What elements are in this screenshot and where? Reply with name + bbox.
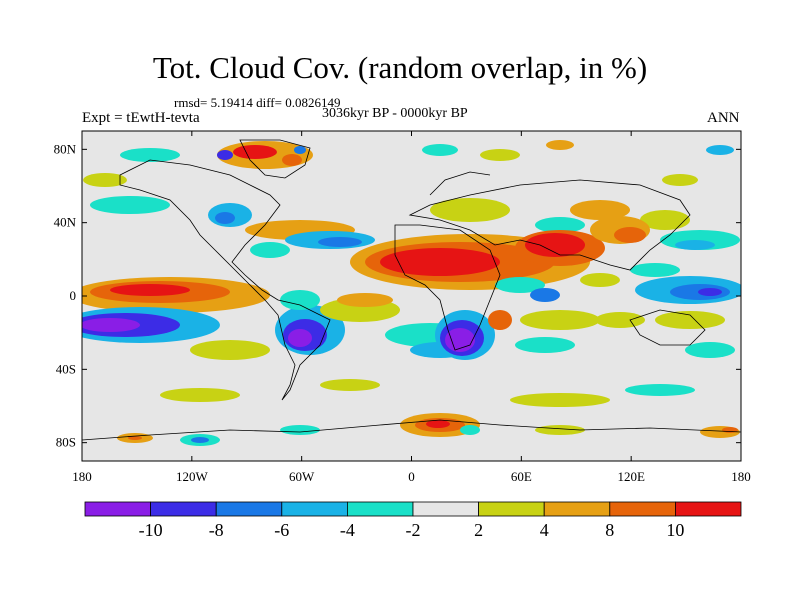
colorbar-box: [84, 501, 151, 517]
stats-label: rmsd= 5.19414 diff= 0.0826149: [174, 95, 341, 110]
colorbar-label: -10: [139, 520, 163, 540]
lon-label: 60E: [511, 469, 532, 484]
colorbar: -10 -8 -6 -4 -2 2 4 8 10: [84, 501, 742, 540]
lon-label: 120E: [617, 469, 645, 484]
longitude-axis: 180 120W 60W 0 60E 120E 180: [72, 131, 751, 484]
colorbar-box: [150, 501, 217, 517]
plot-title: Tot. Cloud Cov. (random overlap, in %): [152, 50, 648, 85]
lat-label: 40S: [56, 361, 76, 376]
season-label: ANN: [707, 110, 740, 126]
colorbar-box: [346, 501, 414, 517]
colorbar-box: [609, 501, 676, 517]
colorbar-box: [412, 501, 479, 517]
lon-label: 180: [731, 469, 751, 484]
lat-label: 80N: [54, 141, 77, 156]
colorbar-label: -4: [340, 520, 355, 540]
colorbar-label: 4: [540, 520, 549, 540]
anomaly-field: [82, 131, 741, 461]
coastlines: [82, 139, 741, 441]
lat-label: 80S: [56, 435, 76, 450]
colorbar-label: 8: [605, 520, 614, 540]
colorbar-box: [215, 501, 283, 517]
period-label: 3036kyr BP - 0000kyr BP: [322, 106, 468, 121]
lat-label: 0: [70, 288, 77, 303]
colorbar-label: -8: [209, 520, 224, 540]
lat-label: 40N: [54, 215, 77, 230]
latitude-axis: 80N 40N 0 40S 80S: [54, 141, 741, 450]
colorbar-box: [281, 501, 348, 517]
colorbar-label: -6: [274, 520, 289, 540]
colorbar-box: [478, 501, 545, 517]
colorbar-label: 10: [666, 520, 684, 540]
lon-label: 120W: [176, 469, 209, 484]
colorbar-label: 2: [474, 520, 483, 540]
lon-label: 0: [408, 469, 415, 484]
colorbar-box: [675, 501, 742, 517]
colorbar-box: [543, 501, 611, 517]
experiment-label: Expt = tEwtH-tevta: [82, 110, 200, 126]
lon-label: 60W: [289, 469, 315, 484]
lon-label: 180: [72, 469, 92, 484]
colorbar-label: -2: [406, 520, 421, 540]
